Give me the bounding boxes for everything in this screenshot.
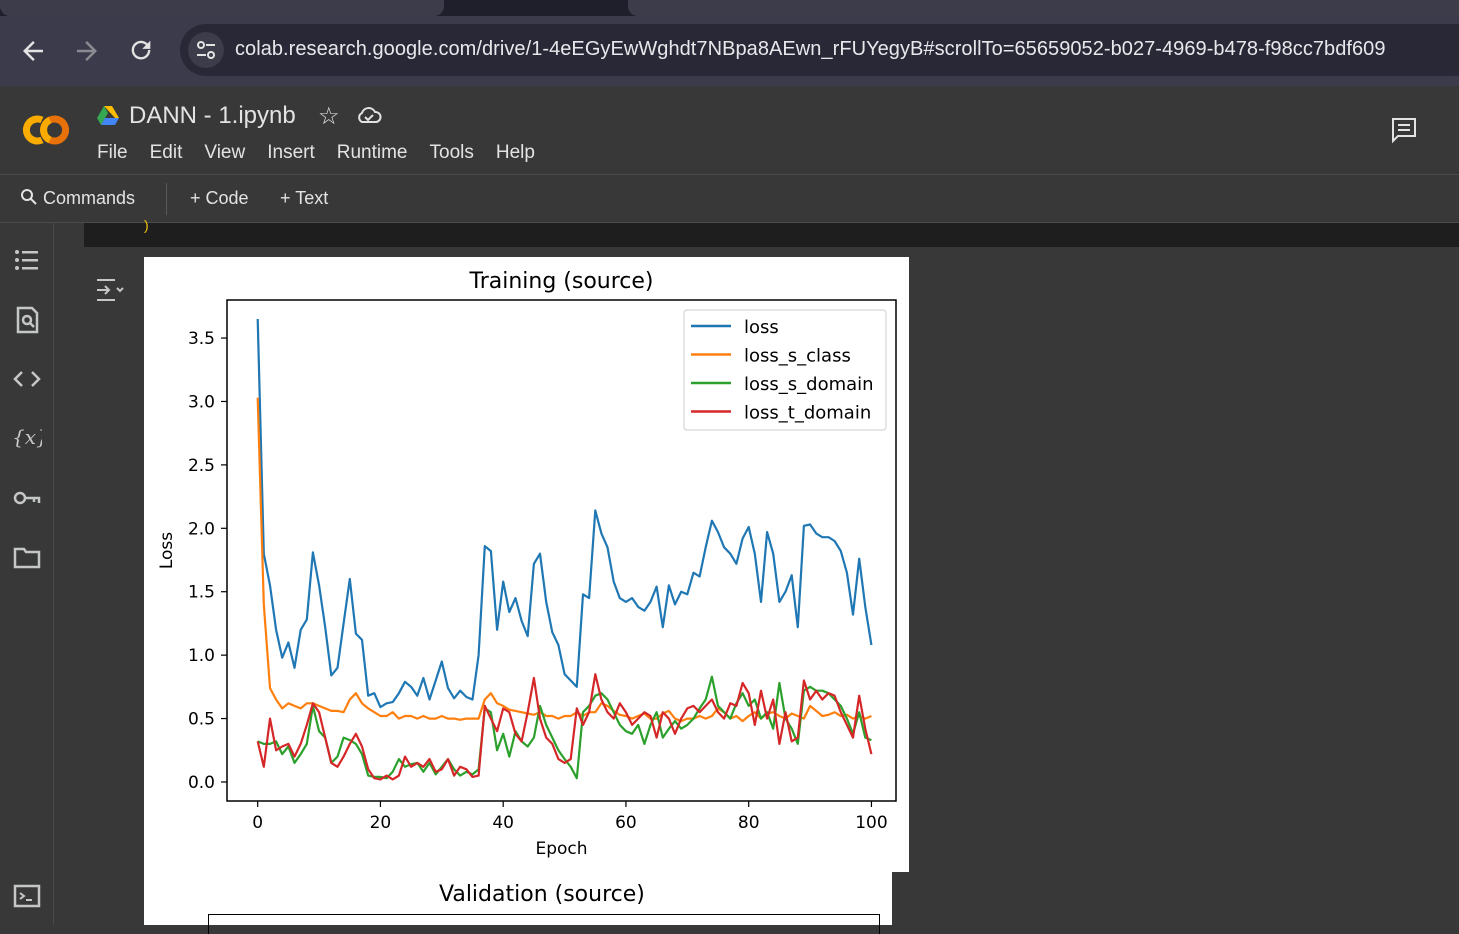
menu-help[interactable]: Help (495, 142, 535, 163)
legend-label: loss_s_domain (744, 374, 874, 395)
legend-label: loss_s_class (744, 346, 851, 367)
x-tick-label: 100 (855, 813, 887, 833)
terminal-icon[interactable] (12, 881, 42, 911)
divider (166, 183, 167, 215)
y-tick-label: 0.0 (188, 773, 215, 793)
reload-button[interactable] (126, 36, 156, 66)
menu-bar: File Edit View Insert Runtime Tools Help (97, 142, 557, 164)
y-tick-label: 0.5 (188, 710, 215, 730)
x-tick-label: 0 (252, 813, 263, 833)
variables-icon[interactable]: {x} (12, 422, 42, 452)
y-tick-label: 3.5 (188, 329, 215, 349)
y-tick-label: 1.0 (188, 646, 215, 666)
browser-toolbar: colab.research.google.com/drive/1-4eEGyE… (0, 16, 1459, 86)
x-tick-label: 40 (492, 813, 514, 833)
training-chart-figure: Training (source) 0.0 0.5 1.0 1.5 2.0 2.5 3.0 3.… (144, 257, 909, 872)
comment-icon[interactable] (1390, 116, 1418, 144)
forward-button[interactable] (72, 36, 102, 66)
menu-file[interactable]: File (97, 142, 128, 163)
output-actions-icon[interactable] (95, 276, 125, 304)
legend-label: loss (744, 317, 779, 338)
secrets-key-icon[interactable] (12, 483, 42, 513)
series-line-loss_s_domain (257, 675, 872, 780)
back-button[interactable] (18, 36, 48, 66)
tune-icon (197, 41, 215, 59)
menu-runtime[interactable]: Runtime (336, 142, 408, 163)
legend-box (683, 309, 887, 431)
y-tick-label: 1.5 (188, 583, 215, 603)
commands-button[interactable]: Commands (20, 188, 135, 209)
google-drive-icon (97, 106, 119, 125)
site-info-button[interactable] (188, 32, 224, 68)
command-bar: Commands + Code + Text (0, 174, 1459, 223)
series-line-loss (256, 318, 873, 709)
code-fragment: ) (144, 217, 149, 233)
browser-tab[interactable] (0, 0, 444, 16)
y-tick-label: 3.0 (188, 392, 215, 412)
colab-logo[interactable] (20, 112, 76, 157)
x-tick-label: 60 (615, 813, 637, 833)
menu-edit[interactable]: Edit (149, 142, 183, 163)
add-code-button[interactable]: + Code (190, 188, 249, 208)
folder-icon[interactable] (12, 542, 42, 572)
cloud-saved-icon[interactable] (355, 104, 383, 128)
y-axis-label: Loss (157, 532, 177, 569)
star-icon[interactable]: ☆ (318, 103, 340, 130)
validation-plot-frame (208, 914, 880, 934)
url-text[interactable]: colab.research.google.com/drive/1-4eEGyE… (235, 38, 1386, 60)
code-snippets-icon[interactable] (12, 364, 42, 394)
x-tick-label: 80 (738, 813, 760, 833)
validation-chart-figure: Validation (source) (144, 872, 892, 934)
y-tick-label: 2.5 (188, 456, 215, 476)
menu-insert[interactable]: Insert (267, 142, 315, 163)
colab-header: DANN - 1.ipynb ☆ File Edit View Insert R… (0, 86, 1459, 174)
commands-label: Commands (43, 188, 136, 208)
notebook-title[interactable]: DANN - 1.ipynb (129, 102, 296, 129)
menu-tools[interactable]: Tools (429, 142, 474, 163)
code-cell[interactable]: ) (84, 217, 1459, 247)
series-line-loss_t_domain (256, 673, 873, 781)
browser-tab[interactable] (628, 0, 1459, 16)
svg-text:{x}: {x} (12, 425, 42, 449)
plot-frame (226, 299, 897, 802)
table-of-contents-icon[interactable] (12, 245, 42, 275)
reload-icon (131, 40, 151, 60)
chart-title: Training (source) (468, 269, 653, 294)
training-chart: Training (source) 0.0 0.5 1.0 1.5 2.0 2.5 3.0 3.… (157, 269, 897, 859)
address-bar[interactable]: colab.research.google.com/drive/1-4eEGyE… (180, 24, 1459, 76)
y-tick-label: 2.0 (188, 519, 215, 539)
find-icon[interactable] (12, 305, 42, 335)
add-text-button[interactable]: + Text (280, 188, 329, 208)
menu-view[interactable]: View (204, 142, 246, 163)
x-axis-label: Epoch (535, 839, 587, 859)
arrow-right-icon (77, 41, 97, 61)
arrow-left-icon (23, 41, 43, 61)
legend-label: loss_t_domain (744, 403, 871, 424)
left-sidebar: {x} (0, 223, 54, 925)
search-icon (21, 189, 37, 205)
tab-strip (0, 0, 1459, 16)
x-tick-label: 20 (370, 813, 392, 833)
validation-chart-title: Validation (source) (439, 882, 645, 907)
